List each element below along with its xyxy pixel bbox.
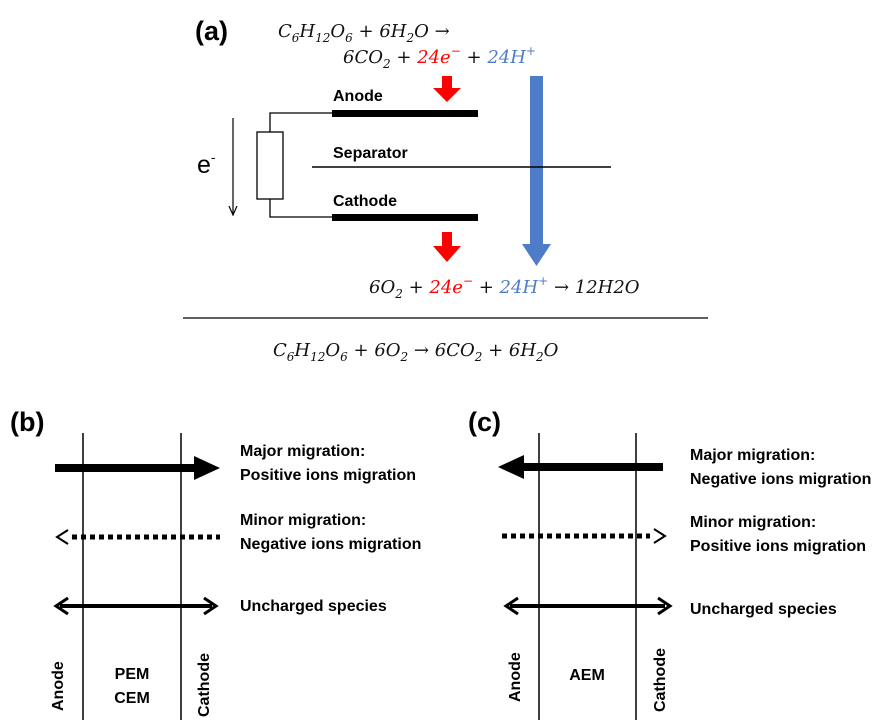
panel-c-cathode-label: Cathode bbox=[652, 648, 669, 712]
panel-b-label: (b) bbox=[10, 407, 44, 437]
panel-b-membrane-pem: PEM bbox=[115, 666, 150, 683]
red-arrow-anode bbox=[433, 76, 461, 102]
panel-c-major-title: Major migration: bbox=[690, 447, 815, 464]
panel-c-minor-arrow bbox=[502, 528, 667, 544]
equation-anode-products: 6CO2 + 24e− + 24H+ bbox=[343, 44, 536, 71]
panel-b-cathode-label: Cathode bbox=[196, 653, 213, 717]
panel-b-minor-desc: Negative ions migration bbox=[240, 536, 421, 553]
panel-c-minor-title: Minor migration: bbox=[690, 514, 816, 531]
panel-b-uncharged-label: Uncharged species bbox=[240, 598, 387, 615]
panel-b-uncharged-arrow bbox=[53, 596, 219, 616]
red-arrow-cathode bbox=[433, 232, 461, 262]
panel-c-uncharged-label: Uncharged species bbox=[690, 601, 837, 618]
panel-a-label: (a) bbox=[195, 16, 228, 46]
panel-c-major-arrow bbox=[498, 455, 663, 479]
panel-b-minor-title: Minor migration: bbox=[240, 512, 366, 529]
panel-c-label: (c) bbox=[468, 407, 501, 437]
panel-b-membrane-cem: CEM bbox=[114, 690, 150, 707]
panel-c-uncharged-arrow bbox=[503, 596, 673, 616]
anode-label: Anode bbox=[333, 88, 383, 105]
equation-cathode: 6O2 + 24e− + 24H+ → 12H2O bbox=[369, 274, 640, 301]
anode-electrode bbox=[332, 110, 478, 117]
equation-overall: C6H12O6 + 6O2 → 6CO2 + 6H2O bbox=[273, 340, 559, 364]
cathode-electrode bbox=[332, 214, 478, 221]
panel-b-major-desc: Positive ions migration bbox=[240, 467, 416, 484]
blue-proton-arrow bbox=[522, 76, 551, 266]
electron-label: e- bbox=[197, 149, 216, 179]
panel-c-anode-label: Anode bbox=[507, 652, 524, 702]
panel-b-major-arrow bbox=[55, 456, 220, 480]
equation-glucose-reactants: C6H12O6 + 6H2O → bbox=[278, 21, 450, 45]
panel-b-minor-arrow bbox=[55, 529, 220, 545]
separator-label: Separator bbox=[333, 145, 408, 162]
panel-c-minor-desc: Positive ions migration bbox=[690, 538, 866, 555]
panel-c-major-desc: Negative ions migration bbox=[690, 471, 871, 488]
external-circuit bbox=[256, 112, 332, 218]
panel-b-anode-label: Anode bbox=[50, 661, 67, 711]
panel-b-major-title: Major migration: bbox=[240, 443, 365, 460]
panel-c-membrane-aem: AEM bbox=[569, 667, 605, 684]
cathode-label: Cathode bbox=[333, 193, 397, 210]
